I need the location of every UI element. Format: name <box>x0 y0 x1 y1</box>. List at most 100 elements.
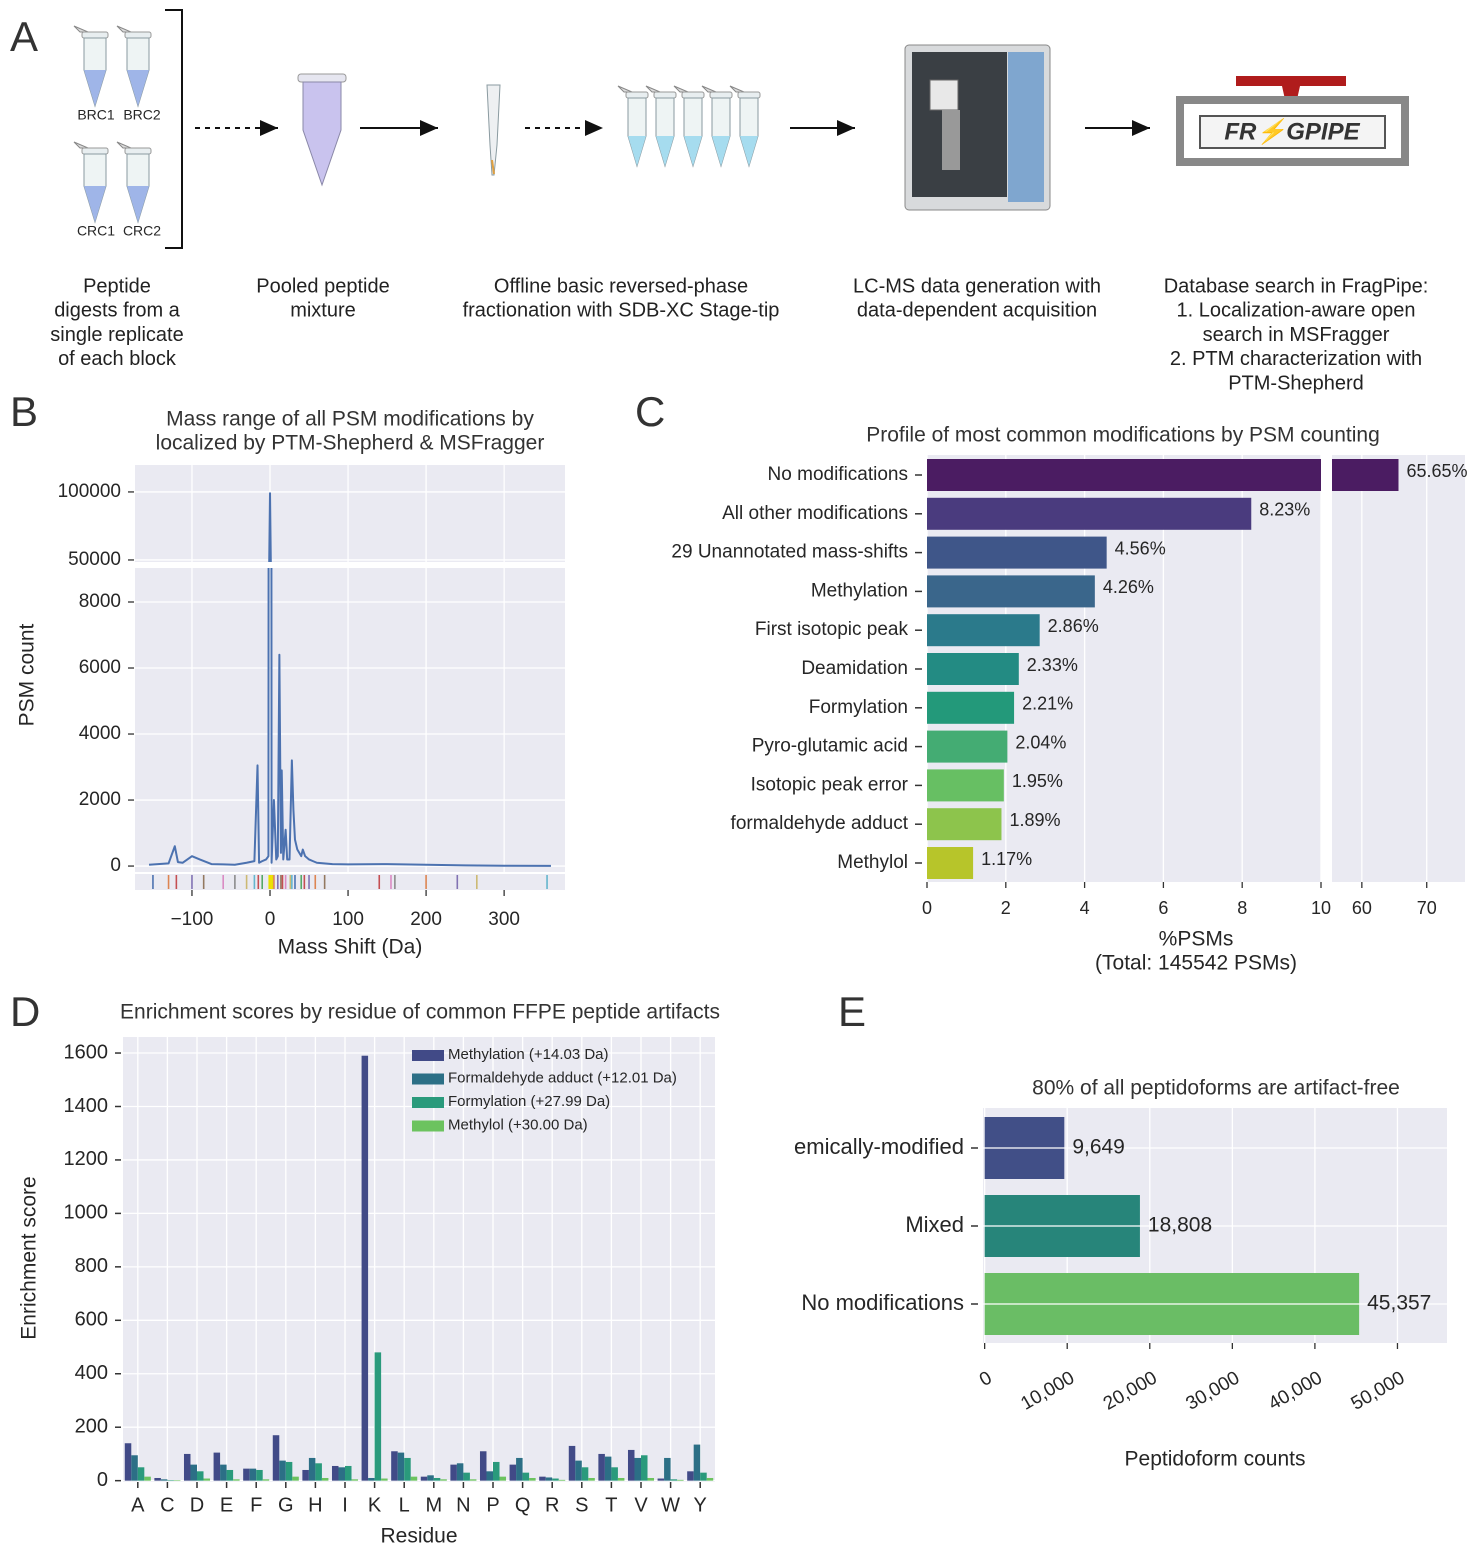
bar <box>440 1479 447 1480</box>
x-axis-label: Mass Shift (Da) <box>278 936 423 959</box>
legend-label: Formaldehyde adduct (+12.01 Da) <box>448 1069 677 1086</box>
bar <box>927 692 1014 724</box>
bar <box>559 1480 566 1481</box>
value-label: 1.17% <box>981 849 1032 869</box>
bar <box>362 1056 369 1481</box>
bar <box>694 1445 701 1481</box>
y-tick-label: 600 <box>75 1309 108 1331</box>
value-label: 9,649 <box>1072 1136 1125 1159</box>
y-tick-label: 4000 <box>79 723 121 744</box>
bar <box>154 1478 161 1481</box>
y-tick-label: Formylation <box>809 697 908 718</box>
bar <box>648 1478 655 1481</box>
bar <box>332 1466 339 1481</box>
bar <box>391 1451 398 1480</box>
y-axis-label: Enrichment score <box>18 1176 41 1339</box>
value-label: 2.21% <box>1022 694 1073 714</box>
legend-label: Methylol (+30.00 Da) <box>448 1116 588 1133</box>
panel-label: D <box>10 988 40 1035</box>
y-tick-label: emically-modified <box>794 1134 964 1159</box>
bar <box>421 1477 428 1481</box>
value-label: 18,808 <box>1148 1214 1212 1237</box>
x-tick-label: L <box>399 1494 410 1516</box>
step-caption: of each block <box>58 348 177 370</box>
bar <box>138 1467 145 1480</box>
ms-side <box>1008 52 1044 202</box>
panel-label: E <box>838 988 866 1035</box>
y-tick-label: No modifications <box>768 464 908 485</box>
x-axis-note: (Total: 145542 PSMs) <box>1095 952 1297 975</box>
y-tick-label: 0 <box>110 855 121 876</box>
y-tick-label: 0 <box>97 1469 108 1491</box>
legend-swatch <box>412 1097 444 1108</box>
value-label: 2.86% <box>1048 616 1099 636</box>
y-tick-label: Mixed <box>905 1212 964 1237</box>
y-tick-label: 1400 <box>64 1095 109 1117</box>
bar <box>605 1457 612 1481</box>
bar <box>256 1470 263 1481</box>
y-tick-label: Methylation <box>811 580 908 601</box>
y-tick-label: Isotopic peak error <box>751 774 909 795</box>
bar <box>174 1480 181 1481</box>
y-tick-label: 200 <box>75 1415 108 1437</box>
bar <box>204 1479 211 1481</box>
bar <box>480 1451 487 1480</box>
y-tick-label: All other modifications <box>722 503 908 524</box>
x-tick-label: P <box>486 1494 499 1516</box>
x-tick-label: 60 <box>1352 898 1372 918</box>
x-tick-label: T <box>605 1494 617 1516</box>
panel-label: B <box>10 388 38 435</box>
page-body: ABRC1BRC2CRC1CRC2FR⚡GPIPEPeptidedigests … <box>0 0 1478 1549</box>
bar <box>131 1455 138 1480</box>
panel-label: C <box>635 388 665 435</box>
bar <box>292 1477 299 1481</box>
x-axis-label: Peptidoform counts <box>1125 1448 1306 1471</box>
y-tick-label: First isotopic peak <box>755 619 909 640</box>
bar <box>381 1479 388 1481</box>
bar <box>279 1461 286 1481</box>
tube-label: BRC2 <box>123 107 161 123</box>
x-tick-label: 0 <box>922 898 932 918</box>
value-label: 2.33% <box>1027 655 1078 675</box>
bar <box>463 1473 470 1481</box>
bar <box>486 1471 493 1480</box>
bar <box>677 1480 684 1481</box>
chart-title: Enrichment scores by residue of common F… <box>120 1001 720 1024</box>
x-tick-label: W <box>661 1494 680 1516</box>
x-tick-label: D <box>190 1494 204 1516</box>
y-tick-label: 6000 <box>79 657 121 678</box>
bar <box>309 1458 316 1481</box>
bar <box>302 1470 309 1481</box>
step-caption: fractionation with SDB-XC Stage-tip <box>463 300 780 322</box>
rug-background <box>135 874 565 890</box>
x-tick-label: 100 <box>332 909 364 930</box>
chart-title: Mass range of all PSM modifications by <box>166 408 534 431</box>
workflow-icons <box>74 10 1405 248</box>
bar <box>927 808 1001 840</box>
bar <box>315 1463 322 1480</box>
figure: ABRC1BRC2CRC1CRC2FR⚡GPIPEPeptidedigests … <box>0 0 1478 1549</box>
plot-background-break <box>1332 455 1465 882</box>
bar <box>214 1453 221 1481</box>
bar <box>598 1454 605 1481</box>
bar <box>167 1480 174 1481</box>
value-label: 1.89% <box>1009 810 1060 830</box>
x-tick-label: 20,000 <box>1100 1367 1161 1414</box>
bar <box>500 1477 507 1481</box>
tube <box>674 86 704 166</box>
x-tick-label: 70 <box>1417 898 1437 918</box>
step-caption: 2. PTM characterization with <box>1170 348 1422 370</box>
bar <box>227 1470 234 1481</box>
x-tick-label: M <box>425 1494 442 1516</box>
bar <box>687 1471 694 1480</box>
step-caption: Offline basic reversed-phase <box>494 275 748 297</box>
bar <box>569 1446 576 1481</box>
bar <box>161 1479 168 1480</box>
step-caption: LC-MS data generation with <box>853 275 1101 297</box>
x-tick-label: E <box>220 1494 233 1516</box>
bar <box>927 575 1095 607</box>
legend-swatch <box>412 1050 444 1061</box>
bar <box>671 1479 678 1480</box>
x-tick-label: 30,000 <box>1183 1367 1244 1414</box>
bar <box>1332 459 1399 491</box>
